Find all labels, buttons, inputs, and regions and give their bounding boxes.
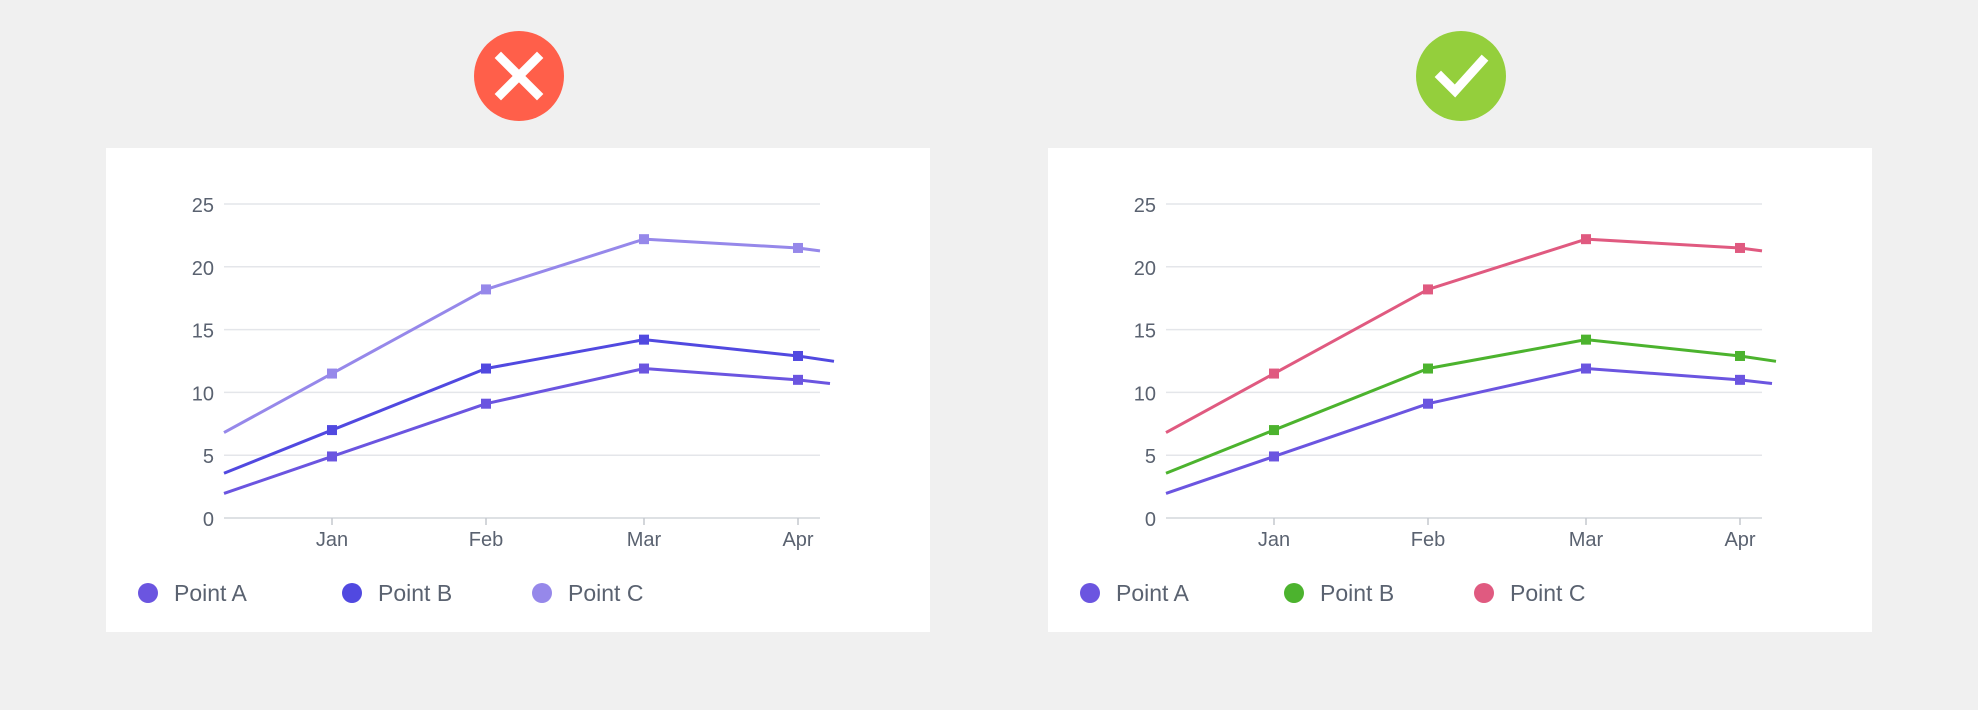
x-tick-label: Feb: [1411, 529, 1445, 551]
x-tick-label: Mar: [1569, 529, 1604, 551]
y-tick-label: 20: [1134, 258, 1156, 280]
legend-label: Point C: [568, 579, 644, 606]
data-point: [327, 368, 337, 379]
data-point: [639, 363, 649, 374]
x-tick-label: Feb: [469, 529, 503, 551]
legend-label: Point A: [174, 579, 247, 606]
data-point: [1269, 451, 1279, 462]
series-line-point-c: [223, 237, 821, 434]
series-line-point-b: [1165, 338, 1777, 475]
bad-chart-panel: 0 5 10 15 20 25 Jan Feb Mar Apr Point A Point B P…: [106, 148, 930, 632]
data-point: [1581, 334, 1591, 345]
y-tick-label: 10: [192, 383, 214, 405]
y-tick-label: 25: [1134, 195, 1156, 217]
legend-label: Point C: [1510, 579, 1586, 606]
series-line-point-a: [223, 367, 831, 495]
y-tick-label: 5: [1145, 446, 1156, 468]
legend-item-point-a: Point A: [138, 578, 247, 608]
x-tick-label: Apr: [782, 529, 813, 551]
y-tick-label: 5: [203, 446, 214, 468]
data-point: [1423, 398, 1433, 409]
legend-label: Point B: [378, 579, 453, 606]
legend-item-point-b: Point B: [1284, 578, 1394, 608]
data-point: [1269, 425, 1279, 436]
data-point: [639, 234, 649, 245]
good-badge: [1416, 31, 1506, 121]
data-point: [1423, 284, 1433, 295]
x-tick-label: Jan: [316, 529, 348, 551]
data-point: [481, 284, 491, 295]
data-point: [327, 451, 337, 462]
y-tick-label: 25: [192, 195, 214, 217]
legend-swatch: [532, 583, 552, 603]
data-point: [1269, 368, 1279, 379]
x-tick-label: Apr: [1724, 529, 1755, 551]
x-tick-label: Mar: [627, 529, 662, 551]
legend-swatch: [1080, 583, 1100, 603]
data-point: [327, 425, 337, 436]
legend-item-point-b: Point B: [342, 578, 452, 608]
bad-badge: [474, 31, 564, 121]
legend-swatch: [1284, 583, 1304, 603]
y-tick-label: 15: [1134, 321, 1156, 343]
data-point: [481, 398, 491, 409]
data-point: [639, 334, 649, 345]
y-tick-label: 0: [1145, 509, 1156, 531]
legend-swatch: [342, 583, 362, 603]
data-point: [793, 374, 803, 385]
legend-swatch: [138, 583, 158, 603]
good-chart-panel: 0 5 10 15 20 25 Jan Feb Mar Apr Point A Point B P…: [1048, 148, 1872, 632]
cross-icon: [494, 51, 544, 101]
y-tick-label: 20: [192, 258, 214, 280]
y-tick-label: 10: [1134, 383, 1156, 405]
data-point: [1581, 234, 1591, 245]
legend-label: Point A: [1116, 579, 1189, 606]
data-point: [1735, 350, 1745, 361]
legend-item-point-c: Point C: [1474, 578, 1585, 608]
data-point: [793, 242, 803, 253]
data-point: [1735, 242, 1745, 253]
legend-swatch: [1474, 583, 1494, 603]
check-icon: [1434, 54, 1489, 98]
legend-label: Point B: [1320, 579, 1395, 606]
data-point: [1423, 363, 1433, 374]
data-point: [481, 363, 491, 374]
data-point: [1581, 363, 1591, 374]
legend-item-point-a: Point A: [1080, 578, 1189, 608]
series-line-point-b: [223, 338, 835, 475]
y-tick-label: 0: [203, 509, 214, 531]
y-tick-label: 15: [192, 321, 214, 343]
data-point: [1735, 374, 1745, 385]
x-tick-label: Jan: [1258, 529, 1290, 551]
bad-chart: 0 5 10 15 20 25 Jan Feb Mar Apr: [192, 195, 835, 551]
series-line-point-c: [1165, 237, 1763, 434]
data-point: [793, 350, 803, 361]
series-line-point-a: [1165, 367, 1773, 495]
legend-item-point-c: Point C: [532, 578, 643, 608]
good-chart: 0 5 10 15 20 25 Jan Feb Mar Apr: [1134, 195, 1777, 551]
